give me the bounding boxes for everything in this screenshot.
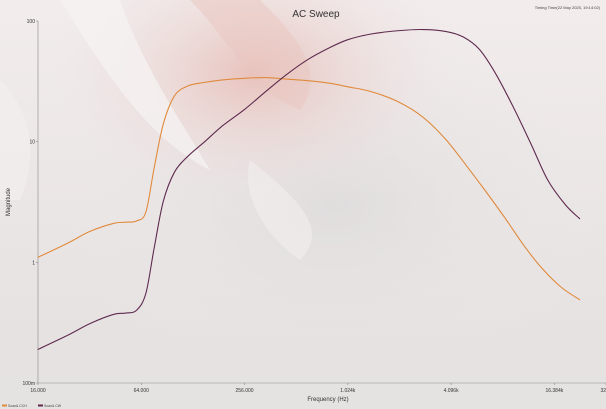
series-line-scan-cch — [37, 76, 581, 301]
timestamp-text: Timing Time(22 May 2025, 19:14:02) — [535, 5, 601, 10]
chart-title: AC Sweep — [292, 9, 340, 20]
x-tick-label: 16.000 — [30, 388, 46, 394]
x-tick-label: 16.384k — [545, 388, 563, 394]
x-tick-label: 64.000 — [134, 388, 150, 394]
y-tick-label: 100m — [22, 381, 35, 387]
x-tick-label: 1.024k — [340, 388, 356, 394]
y-tick-label: 1 — [32, 260, 35, 266]
x-ticks: 16.000 64.000 256.000 1.024k 4.096k 16.384k 32 — [30, 383, 606, 394]
legend-swatch — [38, 404, 43, 407]
legend-swatch — [2, 404, 7, 407]
legend-entry: Scan& CW — [44, 404, 62, 408]
y-axis-label: Magnitude — [6, 187, 12, 216]
x-tick-label: 256.000 — [236, 388, 254, 394]
x-tick-label: 32 — [600, 388, 606, 394]
legend: Scan& CCH Scan& CW — [2, 404, 62, 408]
series-lines — [37, 28, 581, 350]
x-tick-label: 4.096k — [444, 388, 460, 394]
y-tick-label: 100 — [27, 19, 36, 25]
y-tick-label: 10 — [29, 140, 35, 146]
x-axis-label: Frequency (Hz) — [307, 397, 348, 403]
legend-entry: Scan& CCH — [8, 404, 27, 408]
y-ticks: 100m 1 10 100 — [22, 19, 38, 387]
series-line-scan-cw — [37, 28, 581, 350]
